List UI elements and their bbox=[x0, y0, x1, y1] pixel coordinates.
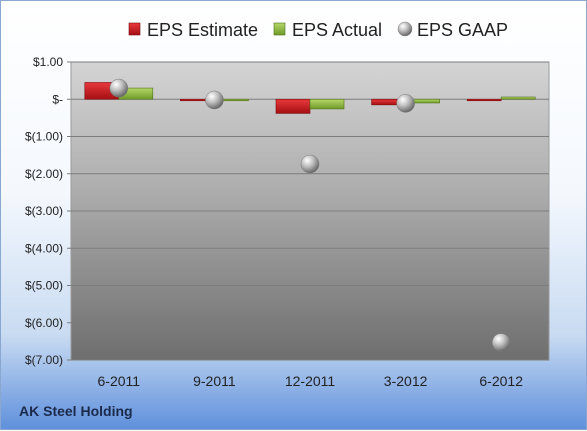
eps-gaap-marker bbox=[109, 78, 129, 98]
eps-estimate-bar bbox=[466, 98, 502, 102]
legend-label: EPS Actual bbox=[292, 20, 382, 40]
legend-label: EPS GAAP bbox=[417, 20, 508, 40]
eps-gaap-marker bbox=[396, 94, 415, 113]
eps-gaap-marker bbox=[300, 154, 320, 174]
y-tick-label: $(7.00) bbox=[25, 353, 63, 367]
y-tick-label: $(4.00) bbox=[25, 241, 63, 255]
eps-actual-bar bbox=[500, 96, 536, 100]
eps-estimate-bar bbox=[275, 98, 311, 114]
x-tick-label: 3-2012 bbox=[384, 373, 428, 389]
legend-swatch-gaap bbox=[397, 21, 413, 37]
legend-swatch-actual bbox=[273, 22, 286, 36]
y-tick-label: $(6.00) bbox=[25, 316, 63, 330]
x-axis: 6-2011 9-2011 12-2011 3-2012 6-2012 bbox=[98, 373, 524, 389]
y-axis: $1.00 $- $(1.00) $(2.00) $(3.00) $(4.00) $(5.0… bbox=[25, 55, 71, 367]
x-tick-label: 6-2011 bbox=[98, 373, 141, 389]
legend-swatch-estimate bbox=[128, 22, 141, 36]
x-tick-label: 6-2012 bbox=[479, 373, 523, 389]
x-tick-label: 12-2011 bbox=[285, 373, 336, 389]
y-tick-label: $- bbox=[52, 92, 63, 106]
eps-gaap-marker bbox=[491, 333, 511, 352]
legend-label: EPS Estimate bbox=[147, 20, 258, 40]
y-tick-label: $1.00 bbox=[33, 55, 63, 69]
y-tick-label: $(1.00) bbox=[25, 130, 63, 144]
y-tick-label: $(3.00) bbox=[25, 204, 63, 218]
x-tick-label: 9-2011 bbox=[193, 373, 236, 389]
eps-gaap-marker bbox=[205, 90, 224, 110]
company-label: AK Steel Holding bbox=[19, 403, 133, 419]
eps-actual-bar bbox=[309, 98, 345, 110]
legend: EPS Estimate EPS Actual EPS GAAP bbox=[128, 20, 508, 40]
y-tick-label: $(5.00) bbox=[25, 279, 63, 293]
gaap-markers bbox=[109, 78, 511, 352]
y-tick-label: $(2.00) bbox=[25, 167, 63, 181]
